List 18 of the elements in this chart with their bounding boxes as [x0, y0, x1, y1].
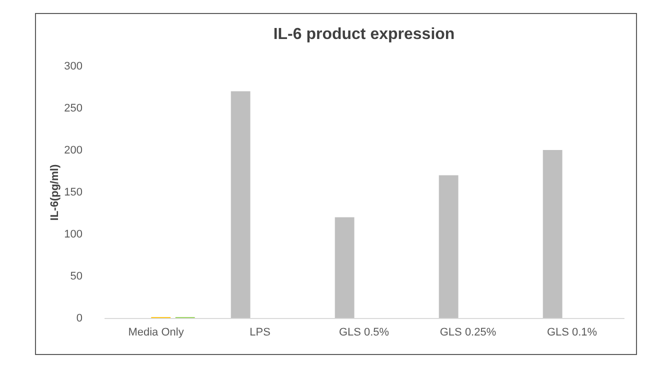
bar	[542, 150, 562, 318]
y-tick-label: 200	[64, 144, 82, 156]
y-tick-label: 150	[64, 186, 82, 198]
x-tick-label: GLS 0.1%	[546, 326, 598, 338]
y-tick-label: 250	[64, 102, 82, 114]
x-tick-label: Media Only	[128, 326, 184, 338]
chart-title: IL-6 product expression	[273, 26, 455, 43]
y-tick-label: 0	[76, 312, 82, 324]
y-axis-title: IL-6(pg/ml)	[49, 164, 62, 221]
bar	[334, 217, 354, 318]
y-tick-label: 50	[70, 270, 82, 282]
y-tick-label: 100	[64, 228, 82, 240]
y-tick-label: 300	[64, 60, 82, 72]
bar	[230, 91, 250, 318]
x-tick-label: GLS 0.25%	[440, 326, 496, 338]
x-tick-label: LPS	[250, 326, 270, 338]
bar	[438, 175, 458, 318]
x-tick-label: GLS 0.5%	[338, 326, 390, 338]
